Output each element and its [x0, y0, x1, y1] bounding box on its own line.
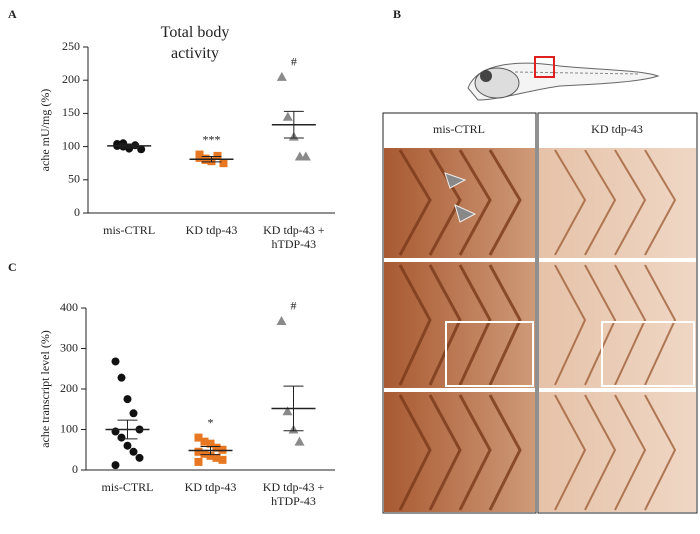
data-point — [111, 357, 120, 366]
column-header: KD tdp-43 — [591, 122, 643, 136]
data-point — [111, 461, 120, 470]
x-tick-label: KD tdp-43 — [184, 480, 237, 494]
y-tick-label: 200 — [60, 381, 78, 395]
data-point — [206, 439, 215, 448]
x-tick-label: KD tdp-43 — [185, 223, 238, 237]
data-point — [300, 151, 311, 161]
x-tick-label: KD tdp-43 + hTDP-43 — [262, 480, 325, 508]
y-tick-label: 200 — [62, 72, 80, 86]
panel-label: C — [8, 260, 17, 274]
x-tick-label: mis-CTRL — [101, 480, 154, 494]
panel-label: A — [8, 7, 17, 21]
y-tick-label: 50 — [68, 172, 80, 186]
data-point — [117, 373, 126, 382]
y-tick-label: 150 — [62, 105, 80, 119]
data-point — [137, 145, 146, 154]
x-tick-label: mis-CTRL — [103, 223, 156, 237]
data-point — [123, 395, 132, 404]
data-point — [194, 433, 203, 442]
data-point — [111, 427, 120, 436]
annotation: # — [291, 299, 297, 313]
data-point — [206, 451, 215, 460]
data-point — [282, 111, 293, 121]
data-point — [194, 457, 203, 466]
data-point — [212, 443, 221, 452]
y-tick-label: 100 — [62, 138, 80, 152]
y-axis-label: ache transcript level (%) — [38, 330, 52, 448]
data-point — [195, 153, 204, 162]
data-point — [200, 437, 209, 446]
data-point — [212, 453, 221, 462]
annotation: * — [208, 415, 214, 429]
data-point — [276, 315, 287, 325]
data-point — [219, 159, 228, 168]
data-point — [218, 445, 227, 454]
y-tick-label: 250 — [62, 39, 80, 53]
data-point — [129, 447, 138, 456]
data-point — [218, 455, 227, 464]
panel-label: B — [393, 7, 401, 21]
x-tick-label: KD tdp-43 + hTDP-43 — [263, 223, 325, 251]
image-grid: mis-CTRL KD tdp-43 — [382, 112, 698, 514]
zebrafish-drawing — [467, 56, 660, 101]
column-header: mis-CTRL — [433, 122, 485, 136]
data-point — [200, 449, 209, 458]
chart-title: Total body activity — [160, 24, 230, 62]
y-tick-label: 0 — [72, 462, 78, 476]
annotation: # — [291, 55, 297, 69]
annotation: *** — [203, 132, 221, 146]
data-point — [282, 406, 293, 416]
data-point — [135, 453, 144, 462]
data-point — [129, 409, 138, 418]
y-tick-label: 100 — [60, 421, 78, 435]
y-tick-label: 0 — [74, 205, 80, 219]
data-point — [276, 71, 287, 81]
data-point — [123, 441, 132, 450]
data-point — [194, 447, 203, 456]
y-axis-label: ache mU/mg (%) — [38, 89, 52, 172]
data-point — [117, 433, 126, 442]
y-tick-label: 400 — [60, 300, 78, 314]
data-point — [213, 151, 222, 160]
y-tick-label: 300 — [60, 340, 78, 354]
data-point — [294, 436, 305, 446]
